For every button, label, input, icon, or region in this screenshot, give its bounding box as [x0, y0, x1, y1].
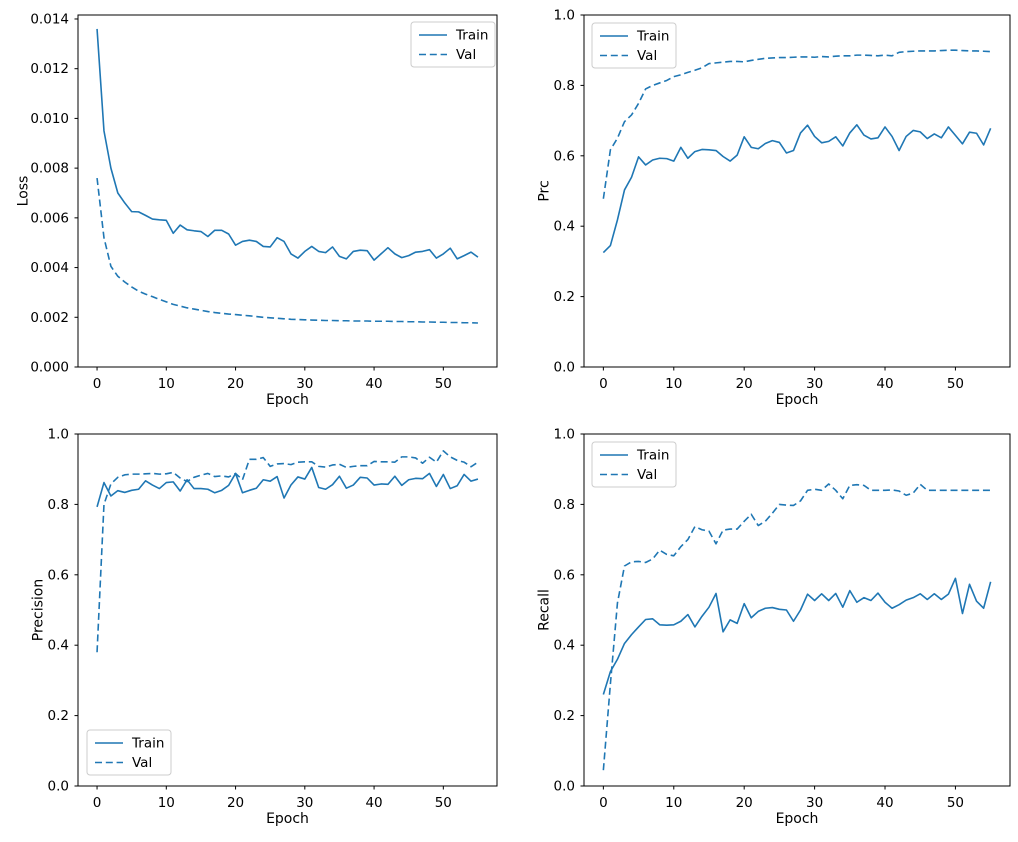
val-line: [602, 49, 991, 199]
y-tick-label: 1.0: [48, 427, 69, 443]
y-tick-label: 0.4: [554, 219, 575, 235]
y-tick-label: 1.0: [554, 8, 575, 24]
legend-train-label: Train: [455, 28, 488, 44]
y-axis-label: Recall: [537, 589, 553, 631]
legend-box: [591, 441, 677, 488]
x-tick-label: 50: [435, 376, 452, 392]
train-line: [602, 577, 992, 695]
legend-train-label: Train: [636, 448, 669, 464]
y-tick-label: 0.6: [48, 567, 69, 583]
y-tick-label: 0.006: [30, 210, 69, 226]
prc-subplot: 0 10 20 30 40 50 0.0 0.2 0.4 0.6 0.8 1.0 Epoch Prc Tra…: [537, 8, 1011, 408]
x-axis-label: Epoch: [776, 392, 819, 408]
y-tick-label: 0.000: [30, 360, 69, 376]
legend-box: [591, 22, 677, 69]
y-tick-label: 0.0: [554, 360, 575, 376]
x-tick-label: 50: [947, 795, 964, 811]
legend: Train Val: [591, 22, 677, 69]
x-tick-label: 10: [158, 376, 175, 392]
axes-spines: [77, 14, 498, 368]
y-tick-label: 0.4: [48, 638, 69, 654]
x-tick-label: 0: [93, 795, 102, 811]
x-tick-label: 30: [806, 376, 823, 392]
y-axis-label: Precision: [31, 579, 47, 641]
train-line: [96, 466, 479, 508]
legend-val-label: Val: [456, 47, 476, 63]
y-tick-label: 1.0: [554, 427, 575, 443]
x-tick-label: 50: [947, 376, 964, 392]
y-tick-label: 0.8: [554, 497, 575, 513]
x-tick-label: 0: [93, 376, 102, 392]
precision-subplot: 0 10 20 30 40 50 0.0 0.2 0.4 0.6 0.8 1.0 Epoch Precis…: [31, 427, 498, 827]
val-line: [96, 450, 479, 653]
x-tick-label: 20: [227, 376, 244, 392]
y-axis-label: Loss: [16, 176, 32, 207]
legend-val-label: Val: [637, 48, 657, 64]
legend-box: [86, 729, 172, 776]
x-tick-label: 10: [665, 795, 682, 811]
train-line: [96, 28, 479, 261]
y-tick-label: 0.6: [554, 567, 575, 583]
x-axis-label: Epoch: [266, 392, 309, 408]
y-tick-label: 0.010: [30, 111, 69, 127]
y-tick-label: 0.6: [554, 148, 575, 164]
legend: Train Val: [591, 441, 677, 488]
legend-val-label: Val: [637, 467, 657, 483]
y-tick-label: 0.2: [554, 289, 575, 305]
y-tick-label: 0.2: [48, 708, 69, 724]
x-axis-label: Epoch: [266, 811, 309, 827]
x-tick-label: 0: [599, 376, 608, 392]
x-tick-label: 30: [296, 795, 313, 811]
y-tick-label: 0.0: [48, 779, 69, 795]
axes-spines: [583, 14, 1011, 368]
y-tick-label: 0.012: [30, 61, 69, 77]
x-tick-label: 20: [736, 376, 753, 392]
recall-subplot: 0 10 20 30 40 50 0.0 0.2 0.4 0.6 0.8 1.0 Epoch Recall…: [537, 427, 1011, 827]
y-tick-label: 0.4: [554, 638, 575, 654]
legend-box: [410, 21, 496, 68]
x-tick-label: 10: [158, 795, 175, 811]
legend-val-label: Val: [132, 755, 152, 771]
y-tick-label: 0.8: [554, 78, 575, 94]
loss-subplot: 0 10 20 30 40 50 0.000 0.002 0.004 0.006 0.008 0.01…: [16, 11, 498, 408]
y-tick-label: 0.004: [30, 260, 69, 276]
y-axis-label: Prc: [537, 180, 553, 201]
y-tick-label: 0.8: [48, 497, 69, 513]
x-tick-label: 0: [599, 795, 608, 811]
y-tick-label: 0.008: [30, 161, 69, 177]
x-tick-label: 30: [296, 376, 313, 392]
x-tick-label: 30: [806, 795, 823, 811]
x-tick-label: 20: [736, 795, 753, 811]
x-tick-label: 40: [876, 376, 893, 392]
x-tick-label: 40: [365, 795, 382, 811]
y-tick-label: 0.014: [30, 11, 69, 27]
legend: Train Val: [410, 21, 496, 68]
legend-train-label: Train: [636, 29, 669, 45]
x-tick-label: 10: [665, 376, 682, 392]
legend-train-label: Train: [131, 736, 164, 752]
x-tick-label: 20: [227, 795, 244, 811]
y-tick-label: 0.0: [554, 779, 575, 795]
x-tick-label: 40: [365, 376, 382, 392]
axes-spines: [583, 433, 1011, 787]
y-tick-label: 0.2: [554, 708, 575, 724]
legend: Train Val: [86, 729, 172, 776]
x-axis-label: Epoch: [776, 811, 819, 827]
y-tick-label: 0.002: [30, 310, 69, 326]
x-tick-label: 40: [876, 795, 893, 811]
train-line: [602, 124, 992, 254]
x-tick-label: 50: [435, 795, 452, 811]
